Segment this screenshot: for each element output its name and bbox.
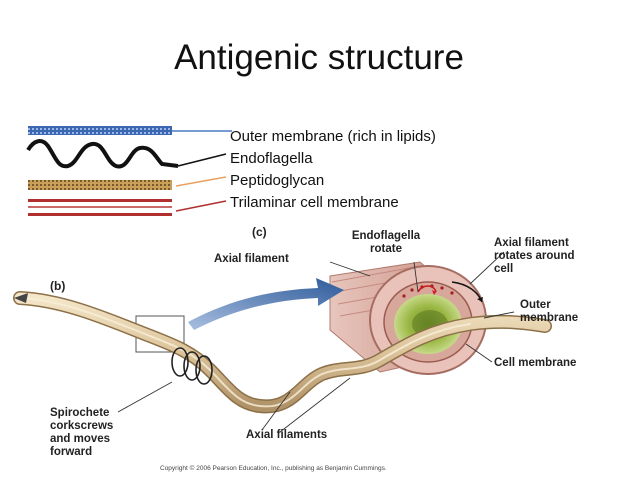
zoom-arrow [188,278,344,330]
endoflagella-rotate-label-1: Endoflagella [352,230,421,242]
panel-c-label: (c) [252,225,267,239]
legend-peptidoglycan-label: Peptidoglycan [230,172,325,189]
cell-membrane-swatch-mid [28,206,172,208]
panel-b-label: (b) [50,279,65,293]
spirochete-label-1: Spirochete [50,407,109,419]
rotation-arrow [417,285,437,293]
slide-title: Antigenic structure [174,38,464,77]
axial-filament-label: Axial filament [214,253,289,265]
spirochete-label-2: corkscrews [50,420,113,432]
axial-filament-rotates-label-3: cell [494,263,513,275]
cell-membrane-swatch-top [28,199,172,202]
legend-swatches [26,126,232,216]
spirochete-body [13,291,552,414]
corkscrew-coils [171,347,213,385]
endoflagella-swatch [26,139,179,169]
leader-lines [117,251,515,433]
legend-outer-membrane-label: Outer membrane (rich in lipids) [230,128,436,145]
spirochete-label-3: and moves [50,433,110,445]
endoflagella-rotate-label-2: rotate [370,243,402,255]
cell-membrane-label: Cell membrane [494,357,576,369]
cell-membrane-swatch-bottom [28,213,172,216]
legend-cell-membrane-label: Trilaminar cell membrane [230,194,399,211]
spirochete-label-4: forward [50,446,92,458]
peptidoglycan-swatch [28,180,172,190]
legend-endoflagella-label: Endoflagella [230,150,313,167]
outer-membrane-label-2: membrane [520,312,578,324]
endoflagella-leader [177,153,227,167]
cell-membrane-leader [175,200,227,212]
axial-filaments-label: Axial filaments [246,429,327,441]
cross-section [329,261,487,375]
axial-filament-rotates-label-1: Axial filament [494,237,569,249]
peptidoglycan-leader [175,176,227,187]
outer-membrane-swatch [28,126,172,135]
outer-membrane-label-1: Outer [520,299,551,311]
copyright-text: Copyright © 2006 Pearson Education, Inc.… [160,464,387,472]
axial-filament-rotates-label-2: rotates around [494,250,575,262]
